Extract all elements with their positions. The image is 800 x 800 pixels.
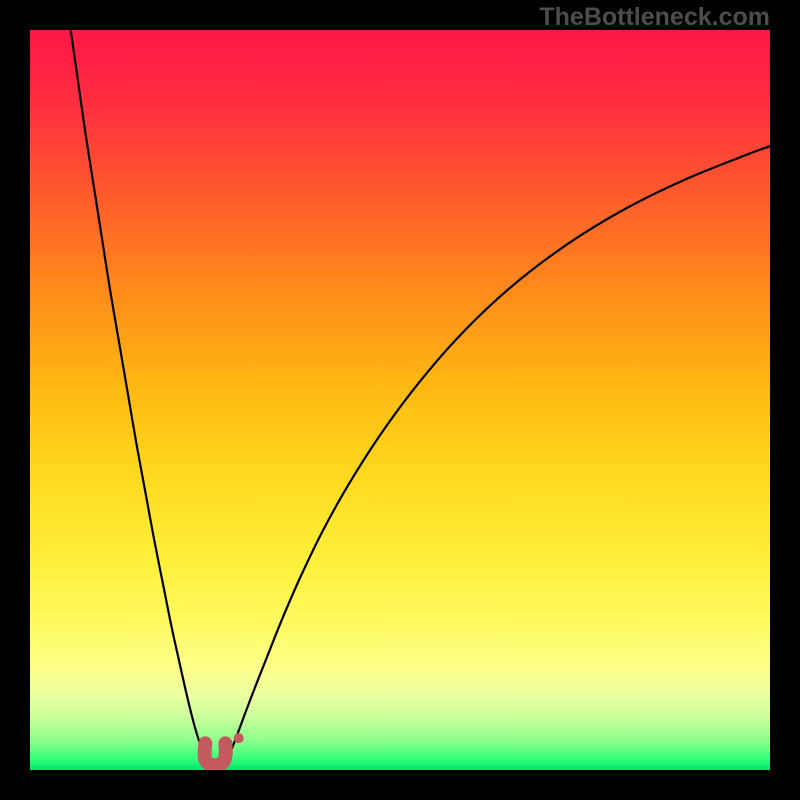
figure-root: TheBottleneck.com [0,0,800,800]
plot-svg [30,30,770,770]
watermark-text: TheBottleneck.com [539,3,770,32]
gradient-background [30,30,770,770]
valley-extra-dot [234,733,244,743]
plot-area [30,30,770,770]
